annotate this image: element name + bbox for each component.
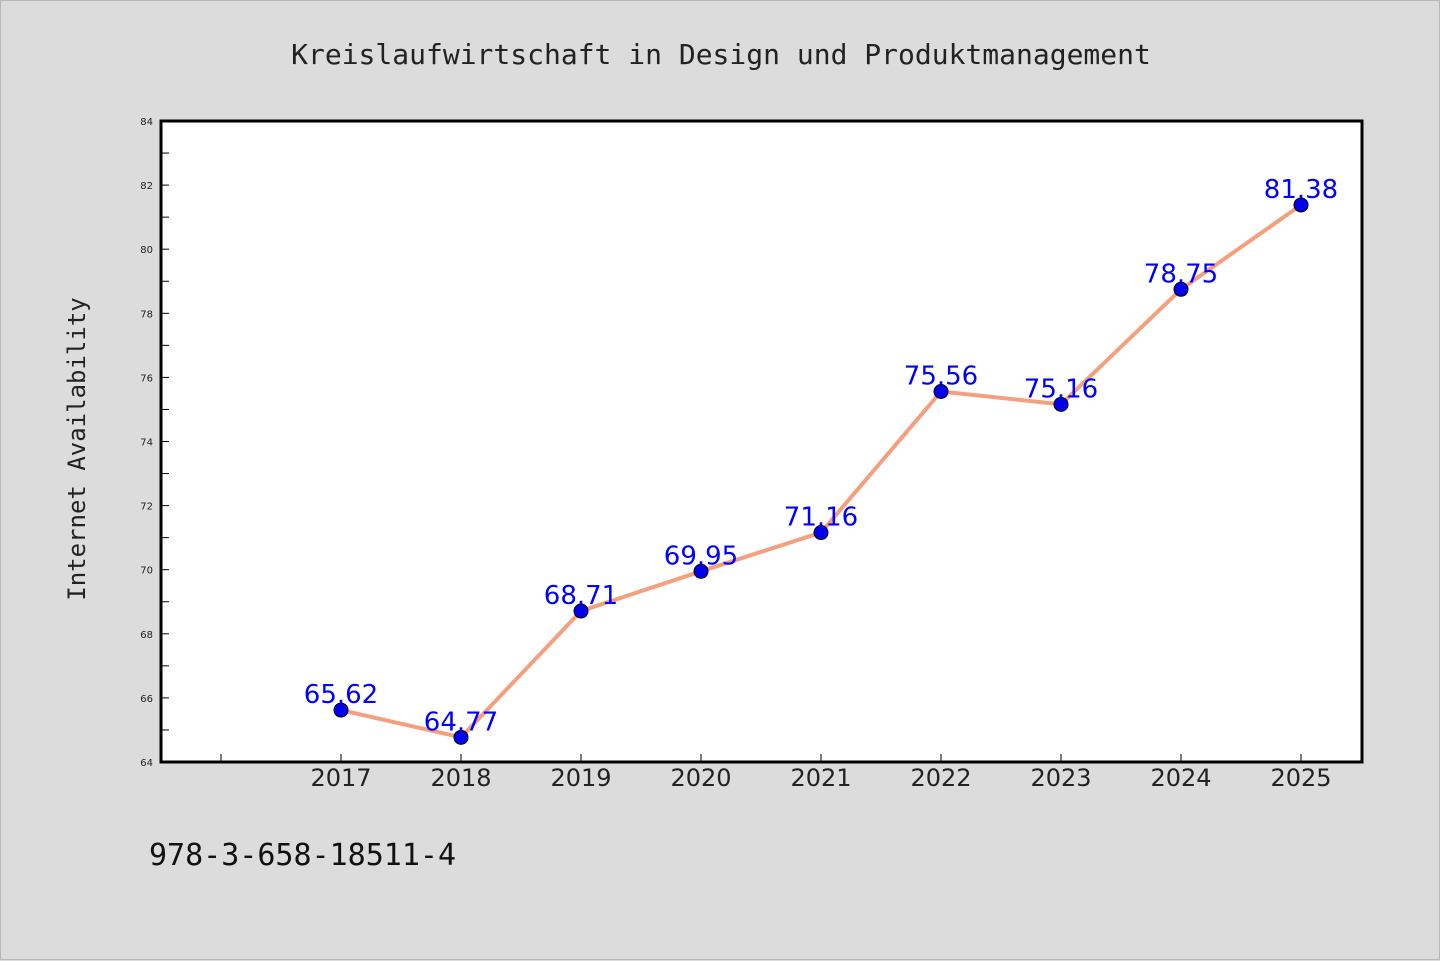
data-point-marker — [1293, 197, 1309, 213]
plot-area — [161, 121, 1362, 762]
data-point-marker — [453, 729, 469, 745]
x-tick-label: 2020 — [670, 764, 731, 792]
x-tick-label: 2017 — [310, 764, 371, 792]
data-value-label: 78.75 — [1144, 259, 1218, 289]
y-tick-label: 78 — [140, 309, 153, 320]
y-axis-label: Internet Availability — [63, 297, 91, 600]
footer-id-text: 978-3-658-18511-4 — [149, 838, 456, 873]
data-point-marker — [333, 702, 349, 718]
x-tick-label: 2022 — [910, 764, 971, 792]
y-tick-label: 84 — [140, 117, 153, 128]
data-value-label: 75.16 — [1024, 374, 1098, 404]
data-point-marker — [813, 525, 829, 541]
x-tick-label: 2019 — [550, 764, 611, 792]
x-axis: 2017 2018 2019 2020 2021 2022 2023 2024 2025 — [220, 754, 1332, 792]
x-tick-label: 2025 — [1270, 764, 1331, 792]
y-axis: 64 66 68 70 72 74 76 78 80 82 84 — [140, 117, 169, 769]
data-series: 65.62 64.77 68.71 69.95 71.16 75.56 75.16 78.75… — [304, 175, 1338, 745]
data-value-label: 69.95 — [664, 541, 738, 571]
data-point-marker — [1053, 396, 1069, 412]
data-value-label: 68.71 — [544, 581, 618, 611]
data-point-marker — [693, 563, 709, 579]
data-value-label: 75.56 — [904, 362, 978, 392]
y-tick-label: 76 — [140, 373, 153, 384]
y-tick-label: 68 — [140, 630, 153, 641]
x-tick-label: 2018 — [430, 764, 491, 792]
chart-title: Kreislaufwirtschaft in Design und Produk… — [291, 38, 1151, 71]
y-tick-label: 64 — [140, 758, 153, 769]
y-tick-label: 74 — [140, 438, 153, 449]
x-tick-label: 2024 — [1150, 764, 1211, 792]
y-tick-label: 70 — [140, 566, 153, 577]
data-value-label: 64.77 — [424, 707, 498, 737]
plot-frame — [159, 119, 1364, 764]
data-value-label: 65.62 — [304, 680, 378, 710]
y-tick-label: 72 — [140, 502, 153, 513]
y-tick-label: 66 — [140, 694, 153, 705]
y-tick-label: 80 — [140, 245, 153, 256]
data-point-marker — [573, 603, 589, 619]
x-tick-label: 2021 — [790, 764, 851, 792]
data-point-marker — [933, 384, 949, 400]
data-point-marker — [1173, 281, 1189, 297]
data-value-label: 81.38 — [1264, 175, 1338, 205]
x-tick-label: 2023 — [1030, 764, 1091, 792]
data-value-label: 71.16 — [784, 503, 858, 533]
y-tick-label: 82 — [140, 181, 153, 192]
